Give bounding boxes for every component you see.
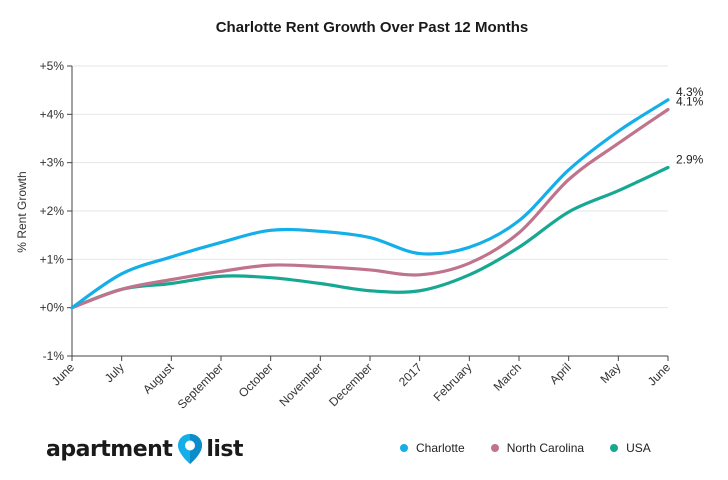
x-tick-label: October [236, 360, 276, 400]
x-tick-label: November [276, 360, 325, 409]
x-tick-label: March [491, 360, 524, 393]
logo-text-list: list [206, 436, 244, 462]
legend-label-usa: USA [626, 441, 651, 455]
legend-marker-charlotte [400, 444, 408, 452]
x-tick-label: December [326, 360, 375, 409]
y-tick-label: +3% [40, 156, 65, 170]
y-tick-label: -1% [43, 349, 65, 363]
x-tick-label: 2017 [396, 360, 425, 389]
series-line-usa [70, 165, 670, 310]
y-tick-label: +2% [40, 204, 65, 218]
legend-label-north-carolina: North Carolina [506, 441, 585, 455]
logo-text-apartment: apartment [46, 436, 173, 462]
chart-title: Charlotte Rent Growth Over Past 12 Month… [216, 19, 529, 36]
end-label-north-carolina: 4.1% [676, 95, 704, 109]
y-tick-label: +0% [40, 301, 65, 315]
x-tick-label: August [140, 360, 177, 397]
legend-marker-north-carolina [490, 444, 499, 452]
end-label-charlotte: 4.3% [676, 85, 704, 99]
y-axis-label: % Rent Growth [15, 171, 29, 252]
series-line-charlotte [70, 98, 670, 310]
legend-item-usa: USA [610, 441, 651, 455]
x-tick-label: July [102, 360, 127, 385]
y-tick-label: +4% [40, 107, 65, 121]
legend-item-north-carolina: North Carolina [490, 441, 585, 455]
x-tick-label: April [547, 360, 574, 387]
x-tick-label: September [175, 360, 226, 411]
y-tick-label: +5% [40, 59, 65, 73]
legend-marker-usa [610, 444, 619, 452]
x-tick-label: June [49, 360, 78, 389]
x-tick-label: June [645, 360, 674, 389]
end-label-usa: 2.9% [676, 153, 704, 167]
x-tick-label: February [431, 360, 475, 404]
series [70, 98, 670, 310]
y-tick-label: +1% [40, 252, 65, 266]
apartment-list-logo: apartment list [46, 433, 244, 465]
x-tick-label: May [598, 360, 624, 386]
grid [72, 65, 668, 357]
map-pin-icon [178, 434, 203, 464]
legend-item-charlotte: Charlotte [400, 441, 465, 455]
series-line-north-carolina [70, 107, 670, 310]
legend: Charlotte North Carolina USA [400, 441, 651, 455]
end-labels: 4.3%4.1% 2.9% [676, 85, 704, 167]
legend-label-charlotte: Charlotte [416, 441, 465, 455]
